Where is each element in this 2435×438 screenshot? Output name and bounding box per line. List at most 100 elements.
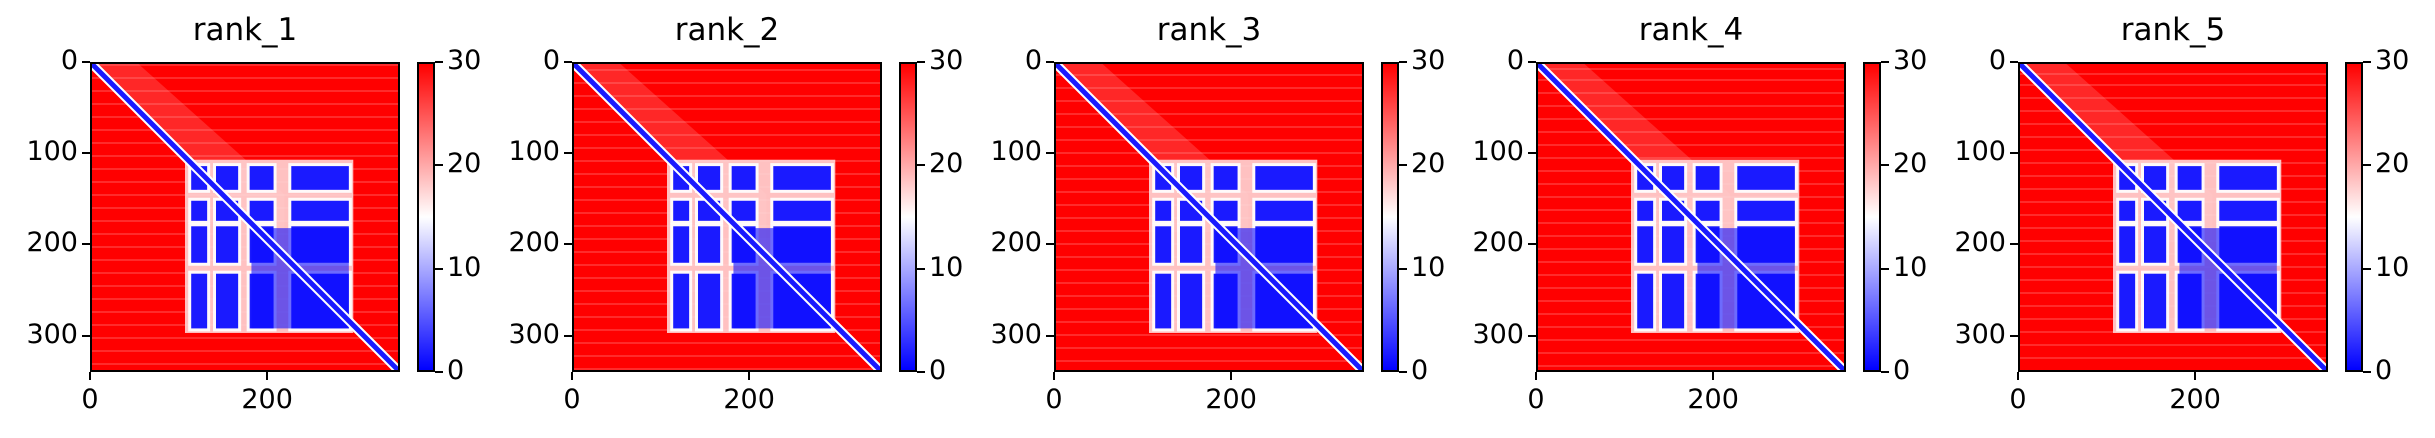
colorbar-tick-label: 30 xyxy=(447,45,482,76)
colorbar-tick-label: 30 xyxy=(1411,45,1446,76)
x-tick-mark xyxy=(2194,372,2197,380)
y-tick-label: 300 xyxy=(1472,318,1524,350)
y-tick-mark xyxy=(2010,61,2018,63)
colorbar-tick-label: 20 xyxy=(929,148,964,180)
contact-block xyxy=(191,226,208,263)
contact-block xyxy=(1637,273,1654,329)
contact-block xyxy=(2177,166,2202,190)
contact-block xyxy=(1255,166,1313,190)
contact-block xyxy=(191,200,208,221)
contact-block xyxy=(698,226,721,263)
diagonal-line xyxy=(92,64,398,370)
heatmap-streak xyxy=(1056,334,1362,336)
contact-block xyxy=(2144,226,2167,263)
heatmap-image xyxy=(92,64,398,370)
x-tick-mark xyxy=(1053,372,1055,380)
colorbar-tick-mark xyxy=(1399,267,1407,270)
heatmap-streak xyxy=(574,69,880,71)
colorbar-tick-label: 10 xyxy=(929,251,964,283)
colorbar-tick-mark xyxy=(917,371,925,373)
contact-block xyxy=(1180,166,1203,190)
heatmap-streak xyxy=(1538,352,1844,354)
colorbar-tick-mark xyxy=(917,267,925,270)
heatmap-streak xyxy=(92,129,398,131)
heatmap-streak xyxy=(1538,92,1844,94)
y-tick-label: 200 xyxy=(508,227,560,259)
contact-block xyxy=(673,273,690,329)
heatmap-streak xyxy=(1056,100,1362,102)
heatmap-streak xyxy=(574,95,880,97)
x-tick-label: 200 xyxy=(1205,384,1257,415)
heatmap-streak xyxy=(1056,74,1362,76)
heatmap-streak xyxy=(1056,152,1362,154)
heatmap-streak xyxy=(92,142,398,144)
heatmap-streak xyxy=(1538,79,1844,81)
heatmap-streak xyxy=(1056,347,1362,349)
colorbar-tick-label: 10 xyxy=(447,251,482,283)
heatmap-streak xyxy=(2020,84,2326,86)
heatmap-streak xyxy=(2020,344,2326,346)
heatmap-streak xyxy=(1056,113,1362,115)
heatmap-streak xyxy=(2020,149,2326,151)
colorbar-tick-label: 30 xyxy=(929,45,964,76)
y-tick-mark xyxy=(2010,334,2018,337)
x-tick-mark xyxy=(1230,372,1233,380)
y-tick-label: 200 xyxy=(1954,227,2006,259)
heatmap-plot-area xyxy=(1536,62,1846,372)
x-tick-label: 0 xyxy=(563,384,581,415)
y-tick-mark xyxy=(1046,243,1054,246)
heatmap-streak xyxy=(574,121,880,123)
heatmap-streak xyxy=(1538,68,1844,70)
diagonal-line xyxy=(574,64,880,370)
x-tick-label: 200 xyxy=(1687,384,1739,415)
colorbar xyxy=(1863,62,1881,372)
x-tick-label: 200 xyxy=(241,384,293,415)
colorbar-tick-label: 20 xyxy=(447,148,482,180)
contact-block xyxy=(2119,200,2136,221)
heatmap-streak xyxy=(1538,339,1844,341)
y-tick-mark xyxy=(82,61,90,63)
colorbar-tick-label: 10 xyxy=(2375,251,2410,283)
heatmap-streak xyxy=(574,82,880,84)
contact-block xyxy=(1737,166,1795,190)
y-tick-label: 200 xyxy=(1472,227,1524,259)
colorbar-tick-mark xyxy=(1399,164,1407,167)
heatmap-image xyxy=(1538,64,1844,370)
colorbar-tick-label: 30 xyxy=(2375,45,2410,76)
heatmap-streak xyxy=(2020,97,2326,99)
contact-block xyxy=(216,273,239,329)
heatmap-streak xyxy=(574,342,880,344)
heatmap-streak xyxy=(2020,357,2326,359)
heatmap-streak xyxy=(1538,365,1844,367)
y-tick-mark xyxy=(1046,334,1054,337)
colorbar-tick-mark xyxy=(435,164,443,167)
y-tick-label: 200 xyxy=(990,227,1042,259)
contact-block xyxy=(2144,273,2167,329)
colorbar xyxy=(1381,62,1399,372)
contact-block xyxy=(2119,273,2136,329)
contact-block xyxy=(698,166,721,190)
contact-block xyxy=(191,273,208,329)
heatmap-streak xyxy=(574,134,880,136)
y-tick-mark xyxy=(1046,152,1054,155)
contact-block xyxy=(2219,200,2277,221)
contact-block xyxy=(1662,166,1685,190)
y-tick-label: 0 xyxy=(542,45,560,76)
contact-block xyxy=(673,200,690,221)
heatmap-panel-3: rank_3 0 100 200 300 0 200 0 10 20 30 xyxy=(964,0,1446,438)
y-tick-mark xyxy=(1528,61,1536,63)
contact-block xyxy=(2219,166,2277,190)
heatmap-streak xyxy=(1538,144,1844,146)
x-tick-label: 0 xyxy=(1045,384,1063,415)
colorbar-tick-mark xyxy=(1399,61,1407,63)
heatmap-streak xyxy=(574,368,880,370)
y-tick-label: 200 xyxy=(26,227,78,259)
x-tick-mark xyxy=(571,372,573,380)
x-tick-mark xyxy=(89,372,91,380)
x-tick-label: 0 xyxy=(1527,384,1545,415)
colorbar-tick-label: 20 xyxy=(1893,148,1928,180)
heatmap-streak xyxy=(2020,110,2326,112)
colorbar-tick-mark xyxy=(2363,267,2371,270)
y-tick-label: 300 xyxy=(26,318,78,350)
y-tick-label: 100 xyxy=(1954,136,2006,168)
